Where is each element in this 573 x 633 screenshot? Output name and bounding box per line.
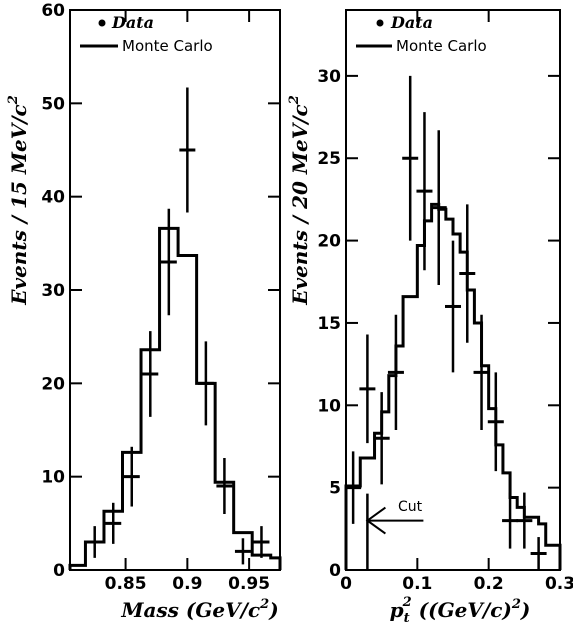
mass-panel: 0.85 0.9 0.95 0 10 20 30 40 50 60 Data Monte Carl… — [6, 1, 282, 622]
pt2-y-tick-label-5: 25 — [317, 149, 341, 169]
pt2-plot-marks — [344, 75, 562, 570]
pt2-legend-data-label: Data — [390, 13, 433, 32]
mass-legend-data-label: Data — [111, 13, 154, 32]
mass-y-tick-label-3: 30 — [41, 281, 65, 301]
pt2-x-title-tail-sup: 2 — [511, 597, 521, 612]
pt2-x-tick-label-1: 0.1 — [402, 574, 432, 594]
mass-y-axis-title: Events / 15 MeV/c2 — [6, 95, 31, 306]
cut-arrow-head — [365, 506, 386, 535]
mass-y-tick-label-0: 0 — [53, 561, 65, 581]
mass-plot-frame — [69, 9, 281, 571]
pt2-x-title-main: p — [390, 598, 404, 622]
mass-x-title-sup: 2 — [259, 597, 269, 612]
mass-x-title-main: Mass (GeV/c — [120, 598, 260, 622]
mass-axis-ticks: 0.85 0.9 0.95 0 10 20 30 40 50 60 — [41, 1, 280, 594]
pt2-axis-ticks: 0 0.1 0.2 0.3 0 5 10 15 20 25 30 — [317, 10, 573, 594]
mass-x-tick-label-1: 0.9 — [172, 574, 202, 594]
mass-x-tick-label-0: 0.85 — [105, 574, 147, 594]
pt2-x-title-sub: t — [404, 611, 410, 626]
mass-legend-mc-label: Monte Carlo — [122, 37, 213, 55]
pt2-y-axis-title: Events / 20 MeV/c2 — [287, 95, 312, 306]
pt2-x-title-end: ) — [520, 598, 530, 622]
pt2-y-tick-label-2: 10 — [317, 396, 341, 416]
cut-label: Cut — [398, 499, 423, 515]
pt2-mc-histogram — [344, 202, 562, 570]
mass-y-tick-label-6: 60 — [41, 1, 65, 21]
mass-legend-data-marker — [98, 19, 106, 27]
pt2-x-title-tail: ((GeV/c) — [412, 598, 512, 622]
pt2-x-axis-title: pt2 ((GeV/c)2) — [390, 595, 531, 626]
mass-y-title-main: Events / 15 MeV/c — [7, 104, 31, 306]
mass-y-tick-label-2: 20 — [41, 374, 65, 394]
pt2-legend: Data Monte Carlo — [356, 13, 487, 55]
mass-y-tick-label-1: 10 — [41, 468, 65, 488]
pt2-y-tick-label-4: 20 — [317, 232, 341, 252]
mass-plot-marks — [68, 87, 282, 570]
pt2-legend-mc-label: Monte Carlo — [396, 37, 487, 55]
pt2-y-tick-label-6: 30 — [317, 67, 341, 87]
pt2-y-title-sup: 2 — [287, 95, 302, 105]
mass-y-title-sup: 2 — [6, 95, 21, 105]
pt2-y-tick-label-3: 15 — [317, 314, 341, 334]
pt2-x-tick-label-0: 0 — [340, 574, 352, 594]
mass-x-title-tail: ) — [268, 598, 278, 622]
mass-x-axis-title: Mass (GeV/c2) — [120, 597, 278, 622]
mass-y-tick-label-5: 50 — [41, 94, 65, 114]
pt2-y-title-main: Events / 20 MeV/c — [288, 104, 312, 306]
mass-legend: Data Monte Carlo — [80, 13, 213, 55]
pt2-legend-data-marker — [376, 19, 384, 27]
pt2-x-tick-label-3: 0.3 — [545, 574, 573, 594]
pt2-y-tick-label-1: 5 — [329, 479, 341, 499]
pt2-x-tick-label-2: 0.2 — [474, 574, 504, 594]
pt2-y-tick-label-0: 0 — [329, 561, 341, 581]
mass-mc-histogram — [68, 226, 282, 570]
mass-x-tick-label-2: 0.95 — [228, 574, 270, 594]
pt2-x-title-sup: 2 — [402, 595, 412, 610]
mass-y-tick-label-4: 40 — [41, 188, 65, 208]
pt2-plot-frame — [345, 9, 561, 571]
cut-annotation: Cut — [365, 493, 424, 570]
